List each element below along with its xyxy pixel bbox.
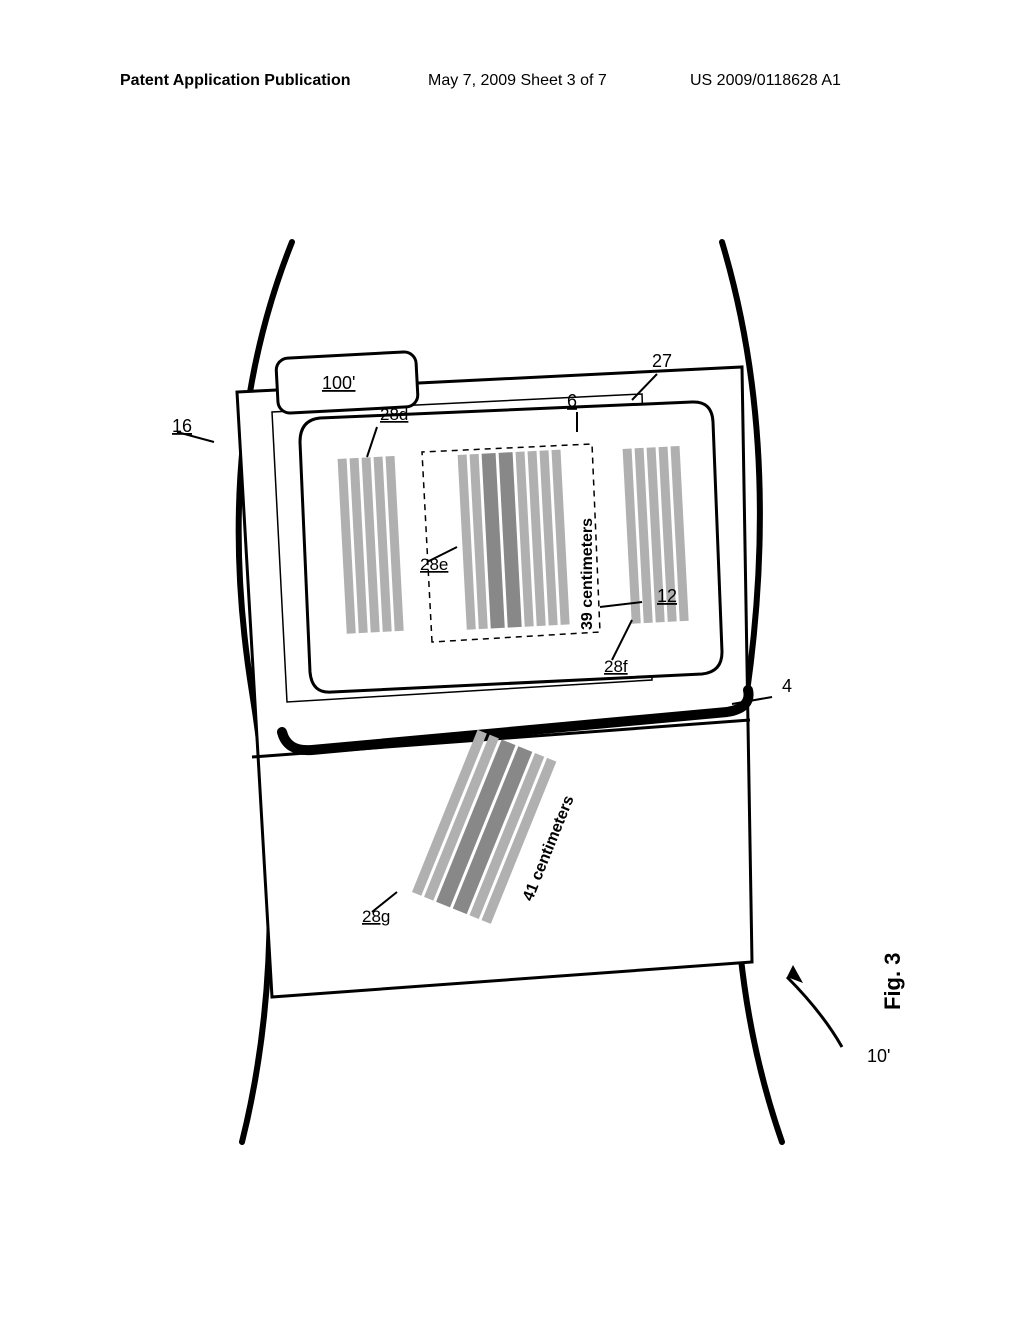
ref-28f: 28f [604, 657, 628, 676]
ref-16: 16 [172, 416, 192, 436]
leader-10 [787, 977, 842, 1047]
ref-27: 27 [652, 351, 672, 371]
figure-label: Fig. 3 [880, 953, 905, 1010]
ref-10: 10' [867, 1046, 890, 1066]
ref-28e: 28e [420, 555, 448, 574]
ref-100: 100' [322, 373, 355, 393]
ref-28d: 28d [380, 405, 408, 424]
ref-4: 4 [782, 676, 792, 696]
bar-group-28d [338, 456, 404, 634]
ref-28g: 28g [362, 907, 390, 926]
measurement-39: 39 centimeters [579, 518, 596, 630]
figure-3: 16 100' 6 27 4 12 28d 28e 28f 28g 10' 39… [0, 0, 1024, 1320]
bar-group-28f [623, 446, 689, 624]
ref-6: 6 [567, 391, 577, 411]
ref-12: 12 [657, 586, 677, 606]
diagram-svg: 16 100' 6 27 4 12 28d 28e 28f 28g 10' 39… [0, 0, 1024, 1320]
